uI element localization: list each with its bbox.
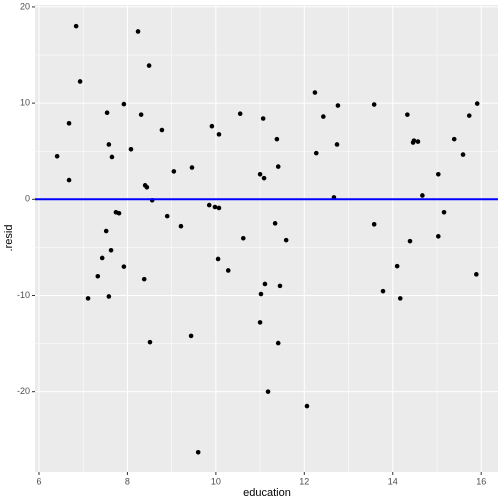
point [95, 273, 101, 279]
point [265, 389, 271, 394]
point [209, 123, 215, 129]
x-tick-label: 16 [476, 476, 486, 486]
point [216, 205, 222, 211]
point [144, 184, 150, 190]
point [108, 247, 114, 253]
point [240, 235, 246, 241]
point [237, 111, 243, 116]
point [189, 165, 195, 170]
point [321, 114, 326, 119]
point [335, 103, 341, 108]
point [195, 449, 201, 455]
point [257, 171, 263, 177]
point [460, 152, 466, 157]
point [272, 221, 278, 226]
point [474, 101, 480, 106]
point [466, 113, 472, 118]
point [304, 403, 310, 409]
point [104, 110, 110, 116]
point [312, 90, 318, 95]
point [188, 333, 194, 339]
x-tick-label: 6 [36, 476, 41, 486]
point [371, 222, 377, 227]
point [441, 209, 447, 215]
point [407, 238, 413, 244]
point [397, 296, 403, 301]
point [116, 210, 122, 216]
point [274, 136, 280, 142]
point [411, 138, 417, 143]
x-axis-title: education [243, 487, 291, 499]
point [275, 164, 281, 169]
point [216, 132, 222, 137]
point [313, 150, 319, 156]
point [334, 142, 340, 147]
x-tick-label: 10 [211, 476, 221, 486]
point [436, 234, 441, 239]
point [147, 339, 153, 345]
point [54, 154, 60, 159]
point [394, 263, 400, 269]
point [106, 294, 112, 299]
point [141, 276, 147, 282]
point [85, 296, 91, 301]
point [474, 272, 479, 277]
point [261, 175, 267, 181]
x-tick-label: 12 [299, 476, 309, 486]
point [257, 320, 263, 325]
point [77, 79, 83, 84]
y-axis-title: .resid [3, 225, 15, 252]
point [420, 193, 425, 198]
point [436, 171, 441, 177]
point [73, 23, 79, 29]
point [215, 256, 221, 262]
point [405, 112, 410, 117]
point [103, 228, 109, 234]
y-tick-label: 0 [25, 194, 30, 204]
point [262, 281, 268, 287]
point [451, 136, 457, 142]
point [146, 63, 152, 68]
point [135, 29, 141, 34]
point [164, 213, 170, 219]
point [260, 116, 266, 121]
point [283, 237, 289, 243]
point [128, 146, 134, 152]
y-tick-label: -20 [17, 386, 30, 396]
point [258, 291, 264, 297]
point [66, 121, 72, 126]
point [99, 255, 105, 261]
point [225, 268, 231, 273]
panel [35, 5, 498, 472]
point [171, 169, 177, 174]
point [66, 177, 72, 183]
x-tick-label: 14 [388, 476, 398, 486]
point [371, 102, 377, 107]
x-tick-label: 8 [125, 476, 130, 486]
point [121, 264, 127, 269]
point [178, 223, 184, 229]
y-tick-label: -10 [17, 290, 30, 300]
point [206, 202, 212, 208]
point [277, 283, 283, 289]
point [275, 340, 281, 346]
point [138, 112, 144, 117]
point [121, 101, 127, 107]
point [212, 204, 218, 210]
y-tick-label: 20 [20, 1, 30, 11]
point [159, 127, 165, 133]
point [109, 154, 115, 160]
point [106, 142, 112, 147]
y-tick-label: 10 [20, 97, 30, 107]
point [415, 139, 421, 144]
point [380, 288, 386, 294]
